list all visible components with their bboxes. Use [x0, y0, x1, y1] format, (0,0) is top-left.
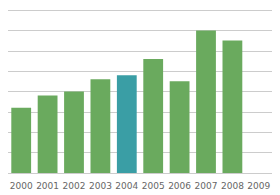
svg-text:2001: 2001: [36, 181, 59, 191]
svg-text:2007: 2007: [195, 181, 218, 191]
svg-text:2002: 2002: [63, 181, 86, 191]
svg-text:2005: 2005: [142, 181, 165, 191]
svg-text:2008: 2008: [221, 181, 244, 191]
svg-text:2009: 2009: [247, 181, 270, 191]
svg-text:2004: 2004: [115, 181, 138, 191]
svg-text:2006: 2006: [168, 181, 191, 191]
svg-text:2000: 2000: [10, 181, 33, 191]
svg-text:2003: 2003: [89, 181, 112, 191]
